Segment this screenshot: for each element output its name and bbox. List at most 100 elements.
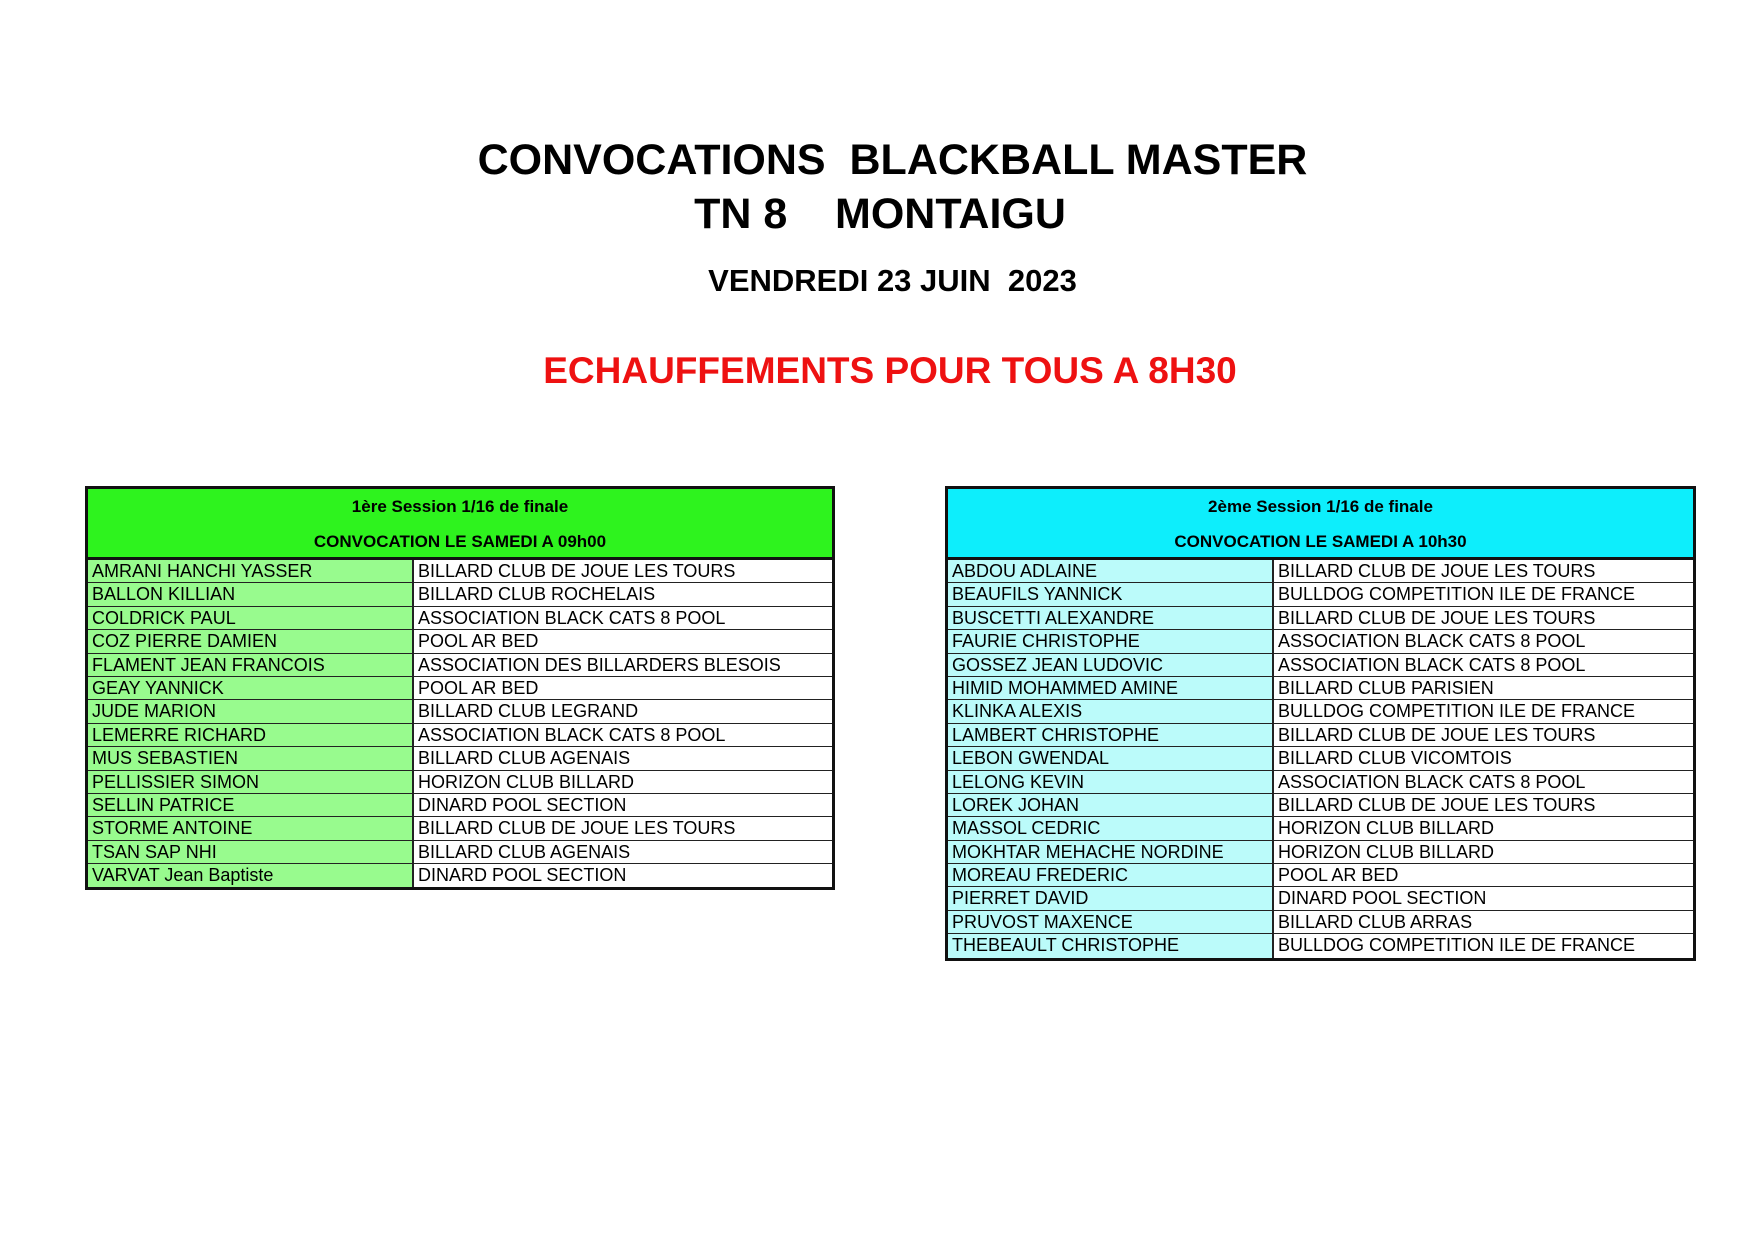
document-title: CONVOCATIONS BLACKBALL MASTER: [477, 136, 1308, 184]
table-row: MUS SEBASTIEN BILLARD CLUB AGENAIS: [88, 747, 832, 771]
table-row: PRUVOST MAXENCE BILLARD CLUB ARRAS: [948, 910, 1693, 935]
club-name-cell: BULLDOG COMPETITION ILE DE FRANCE: [1274, 583, 1693, 606]
club-name-cell: BILLARD CLUB ARRAS: [1274, 910, 1693, 934]
player-name-cell: ABDOU ADLAINE: [948, 560, 1274, 583]
table-row: THEBEAULT CHRISTOPHE BULLDOG COMPETITION …: [948, 934, 1693, 958]
player-name-cell: BUSCETTI ALEXANDRE: [948, 606, 1274, 630]
player-name-cell: GOSSEZ JEAN LUDOVIC: [948, 653, 1274, 676]
table-row: LOREK JOHAN BILLARD CLUB DE JOUE LES TOUR…: [948, 793, 1693, 818]
warmup-notice: ECHAUFFEMENTS POUR TOUS A 8H30: [543, 350, 1237, 391]
table-row: MOKHTAR MEHACHE NORDINE HORIZON CLUB BILL…: [948, 840, 1693, 865]
club-name-cell: BILLARD CLUB DE JOUE LES TOURS: [1274, 560, 1693, 583]
table-row: HIMID MOHAMMED AMINE BILLARD CLUB PARISIE…: [948, 676, 1693, 701]
club-name-cell: HORIZON CLUB BILLARD: [414, 770, 832, 793]
club-name-cell: ASSOCIATION BLACK CATS 8 POOL: [414, 723, 832, 747]
player-name-cell: THEBEAULT CHRISTOPHE: [948, 934, 1274, 958]
player-name-cell: FLAMENT JEAN FRANCOIS: [88, 653, 414, 676]
player-name-cell: VARVAT Jean Baptiste: [88, 864, 414, 888]
table-row: PELLISSIER SIMON HORIZON CLUB BILLARD: [88, 770, 832, 794]
player-name-cell: BALLON KILLIAN: [88, 583, 414, 606]
player-name-cell: MOKHTAR MEHACHE NORDINE: [948, 840, 1274, 864]
player-name-cell: COLDRICK PAUL: [88, 606, 414, 630]
player-name-cell: TSAN SAP NHI: [88, 840, 414, 864]
club-name-cell: POOL AR BED: [1274, 864, 1693, 887]
club-name-cell: BILLARD CLUB DE JOUE LES TOURS: [1274, 723, 1693, 747]
table-row: LEMERRE RICHARD ASSOCIATION BLACK CATS 8 …: [88, 723, 832, 748]
club-name-cell: BILLARD CLUB VICOMTOIS: [1274, 747, 1693, 770]
table-row: BALLON KILLIAN BILLARD CLUB ROCHELAIS: [88, 583, 832, 607]
club-name-cell: BILLARD CLUB DE JOUE LES TOURS: [1274, 606, 1693, 630]
player-name-cell: LELONG KEVIN: [948, 770, 1274, 793]
player-name-cell: LEBON GWENDAL: [948, 747, 1274, 770]
table-row: TSAN SAP NHI BILLARD CLUB AGENAIS: [88, 840, 832, 865]
table-row: MASSOL CEDRIC HORIZON CLUB BILLARD: [948, 817, 1693, 841]
club-name-cell: ASSOCIATION DES BILLARDERS BLESOIS: [414, 653, 832, 676]
player-name-cell: GEAY YANNICK: [88, 676, 414, 700]
club-name-cell: HORIZON CLUB BILLARD: [1274, 817, 1693, 840]
table-row: KLINKA ALEXIS BULLDOG COMPETITION ILE DE …: [948, 700, 1693, 724]
club-name-cell: ASSOCIATION BLACK CATS 8 POOL: [414, 606, 832, 630]
table-row: JUDE MARION BILLARD CLUB LEGRAND: [88, 700, 832, 724]
player-name-cell: LOREK JOHAN: [948, 793, 1274, 817]
club-name-cell: POOL AR BED: [414, 676, 832, 700]
table-row: LELONG KEVIN ASSOCIATION BLACK CATS 8 POO…: [948, 770, 1693, 794]
table-row: STORME ANTOINE BILLARD CLUB DE JOUE LES T…: [88, 817, 832, 841]
club-name-cell: BULLDOG COMPETITION ILE DE FRANCE: [1274, 700, 1693, 723]
player-name-cell: PRUVOST MAXENCE: [948, 910, 1274, 934]
table-row: GOSSEZ JEAN LUDOVIC ASSOCIATION BLACK CAT…: [948, 653, 1693, 677]
player-name-cell: SELLIN PATRICE: [88, 793, 414, 817]
event-date: VENDREDI 23 JUIN 2023: [708, 263, 1077, 298]
table-row: VARVAT Jean Baptiste DINARD POOL SECTION: [88, 864, 832, 888]
player-name-cell: COZ PIERRE DAMIEN: [88, 630, 414, 653]
table-row: MOREAU FREDERIC POOL AR BED: [948, 864, 1693, 888]
document-subtitle: TN 8 MONTAIGU: [694, 190, 1066, 238]
player-name-cell: BEAUFILS YANNICK: [948, 583, 1274, 606]
table-row: SELLIN PATRICE DINARD POOL SECTION: [88, 793, 832, 818]
table-row: BUSCETTI ALEXANDRE BILLARD CLUB DE JOUE L…: [948, 606, 1693, 631]
club-name-cell: BULLDOG COMPETITION ILE DE FRANCE: [1274, 934, 1693, 958]
club-name-cell: BILLARD CLUB DE JOUE LES TOURS: [1274, 793, 1693, 817]
club-name-cell: DINARD POOL SECTION: [414, 864, 832, 888]
club-name-cell: ASSOCIATION BLACK CATS 8 POOL: [1274, 770, 1693, 793]
session-2-convocation: CONVOCATION LE SAMEDI A 10h30: [1174, 532, 1467, 551]
club-name-cell: BILLARD CLUB DE JOUE LES TOURS: [414, 560, 832, 583]
session-2-table: 2ème Session 1/16 de finale CONVOCATION …: [945, 486, 1696, 961]
session-2-title: 2ème Session 1/16 de finale: [1208, 497, 1433, 516]
club-name-cell: POOL AR BED: [414, 630, 832, 653]
table-row: PIERRET DAVID DINARD POOL SECTION: [948, 887, 1693, 911]
player-name-cell: KLINKA ALEXIS: [948, 700, 1274, 723]
session-1-header: 1ère Session 1/16 de finale CONVOCATION …: [88, 489, 832, 560]
club-name-cell: BILLARD CLUB ROCHELAIS: [414, 583, 832, 606]
table-row: LEBON GWENDAL BILLARD CLUB VICOMTOIS: [948, 747, 1693, 771]
player-name-cell: MOREAU FREDERIC: [948, 864, 1274, 887]
club-name-cell: BILLARD CLUB AGENAIS: [414, 747, 832, 770]
table-row: BEAUFILS YANNICK BULLDOG COMPETITION ILE …: [948, 583, 1693, 607]
table-row: LAMBERT CHRISTOPHE BILLARD CLUB DE JOUE L…: [948, 723, 1693, 748]
session-2-header: 2ème Session 1/16 de finale CONVOCATION …: [948, 489, 1693, 560]
table-row: GEAY YANNICK POOL AR BED: [88, 676, 832, 701]
table-row: FAURIE CHRISTOPHE ASSOCIATION BLACK CATS …: [948, 630, 1693, 654]
player-name-cell: FAURIE CHRISTOPHE: [948, 630, 1274, 653]
player-name-cell: JUDE MARION: [88, 700, 414, 723]
club-name-cell: ASSOCIATION BLACK CATS 8 POOL: [1274, 653, 1693, 676]
club-name-cell: DINARD POOL SECTION: [1274, 887, 1693, 910]
club-name-cell: BILLARD CLUB PARISIEN: [1274, 676, 1693, 700]
player-name-cell: AMRANI HANCHI YASSER: [88, 560, 414, 583]
table-row: FLAMENT JEAN FRANCOIS ASSOCIATION DES BIL…: [88, 653, 832, 677]
player-name-cell: LEMERRE RICHARD: [88, 723, 414, 747]
session-1-table: 1ère Session 1/16 de finale CONVOCATION …: [85, 486, 835, 891]
table-row: ABDOU ADLAINE BILLARD CLUB DE JOUE LES TO…: [948, 560, 1693, 584]
club-name-cell: ASSOCIATION BLACK CATS 8 POOL: [1274, 630, 1693, 653]
club-name-cell: BILLARD CLUB AGENAIS: [414, 840, 832, 864]
club-name-cell: BILLARD CLUB DE JOUE LES TOURS: [414, 817, 832, 840]
player-name-cell: LAMBERT CHRISTOPHE: [948, 723, 1274, 747]
club-name-cell: BILLARD CLUB LEGRAND: [414, 700, 832, 723]
session-1-convocation: CONVOCATION LE SAMEDI A 09h00: [313, 532, 607, 551]
player-name-cell: MASSOL CEDRIC: [948, 817, 1274, 840]
table-row: COLDRICK PAUL ASSOCIATION BLACK CATS 8 PO…: [88, 606, 832, 631]
player-name-cell: PIERRET DAVID: [948, 887, 1274, 910]
player-name-cell: STORME ANTOINE: [88, 817, 414, 840]
table-row: COZ PIERRE DAMIEN POOL AR BED: [88, 630, 832, 654]
club-name-cell: HORIZON CLUB BILLARD: [1274, 840, 1693, 864]
player-name-cell: HIMID MOHAMMED AMINE: [948, 676, 1274, 700]
